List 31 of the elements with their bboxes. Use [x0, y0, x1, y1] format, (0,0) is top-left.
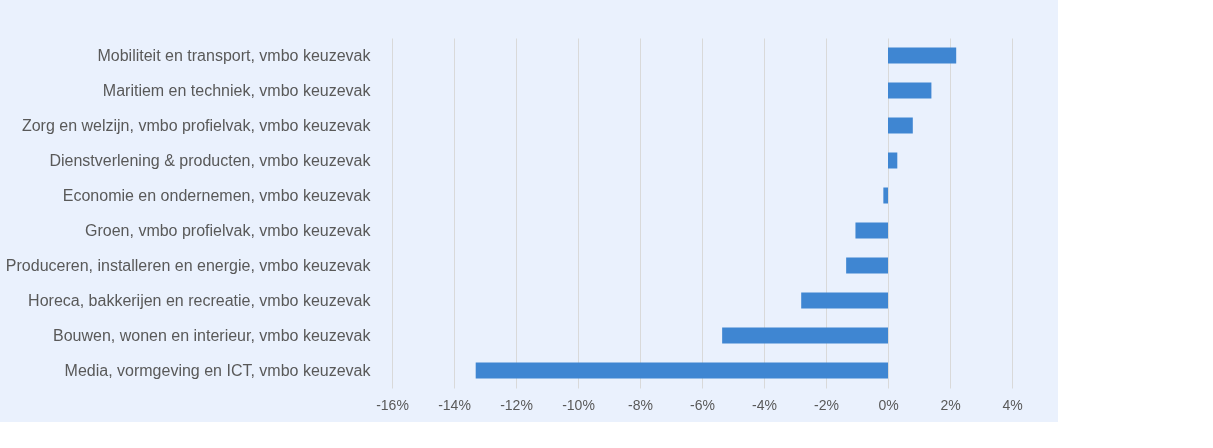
- x-tick-label: -6%: [690, 396, 715, 413]
- x-tick-label: -4%: [752, 396, 777, 413]
- x-tick-label: -16%: [376, 396, 409, 413]
- bar: [888, 117, 913, 134]
- x-tick-label: 0%: [878, 396, 899, 413]
- x-tick-label: -2%: [814, 396, 839, 413]
- bar: [888, 82, 932, 99]
- bar: [888, 47, 957, 64]
- y-tick-label: Dienstverlening & producten, vmbo keuzevak: [49, 151, 372, 169]
- bar: [846, 257, 888, 274]
- x-tick-label: -14%: [438, 396, 471, 413]
- bar: [883, 187, 888, 204]
- y-tick-label: Economie en ondernemen, vmbo keuzevak: [62, 186, 372, 204]
- y-tick-label: Groen, vmbo profielvak, vmbo keuzevak: [85, 221, 372, 239]
- y-tick-label: Horeca, bakkerijen en recreatie, vmbo keuzevak: [28, 291, 372, 309]
- y-tick-label: Bouwen, wonen en interieur, vmbo keuzevak: [52, 326, 372, 344]
- x-tick-label: -8%: [628, 396, 653, 413]
- bar: [801, 292, 888, 309]
- bar: [475, 362, 888, 379]
- x-tick-label: -12%: [500, 396, 533, 413]
- x-tick-label: 4%: [1002, 396, 1023, 413]
- bar: [855, 222, 888, 239]
- bar: [722, 327, 888, 344]
- x-tick-label: 2%: [940, 396, 961, 413]
- y-tick-label: Mobiliteit en transport, vmbo keuzevak: [97, 46, 372, 64]
- x-tick-label: -10%: [562, 396, 595, 413]
- y-tick-label: Produceren, installeren en energie, vmbo keuzevak: [5, 256, 372, 274]
- y-tick-label: Zorg en welzijn, vmbo profielvak, vmbo keuzevak: [21, 116, 372, 134]
- y-tick-label: Maritiem en techniek, vmbo keuzevak: [102, 81, 372, 99]
- y-tick-label: Media, vormgeving en ICT, vmbo keuzevak: [64, 361, 372, 379]
- bar: [888, 152, 898, 169]
